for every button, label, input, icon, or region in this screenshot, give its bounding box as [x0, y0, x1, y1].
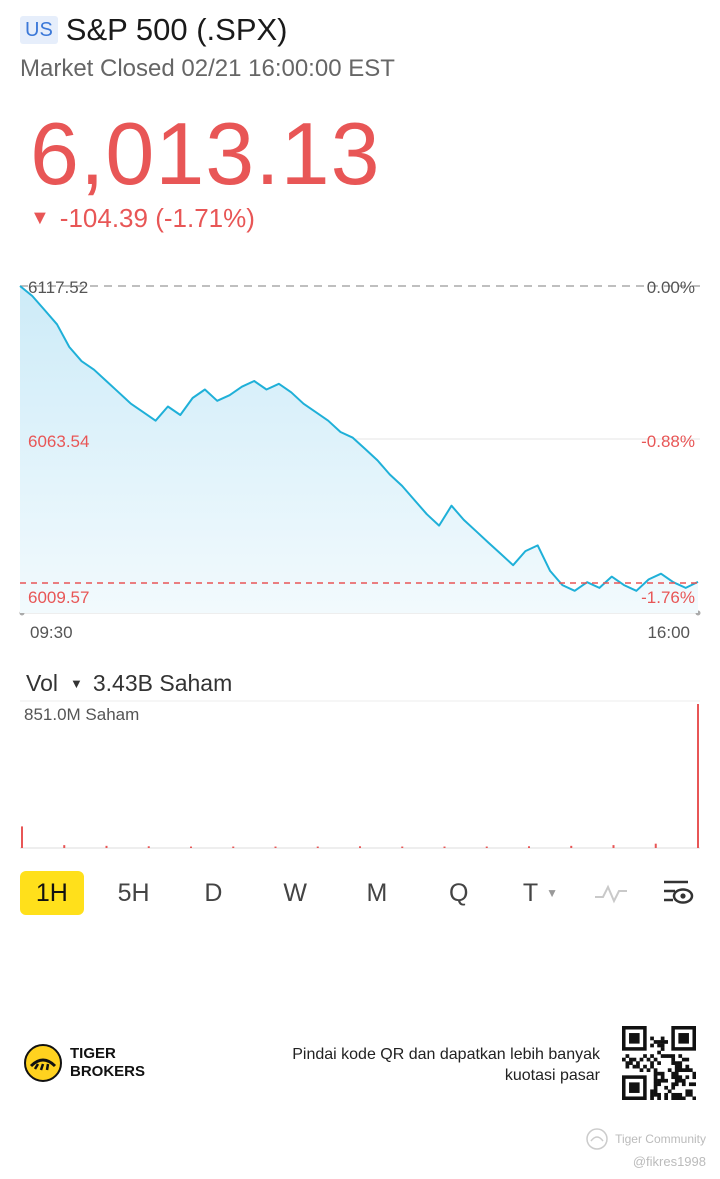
y-label-high: 6117.52 — [28, 278, 88, 297]
volume-chart: 851.0M Saham — [20, 700, 700, 849]
caret-down-icon: ▼ — [546, 886, 559, 900]
y-label-low: 6009.57 — [28, 588, 89, 607]
volume-bar — [359, 846, 361, 848]
watermark-community-text: Tiger Community — [615, 1132, 706, 1146]
volume-bar — [443, 846, 446, 848]
volume-bar — [485, 846, 488, 848]
volume-selector[interactable]: Vol ▼ 3.43B Saham — [26, 668, 232, 698]
watermark-user: @fikres1998 — [632, 1154, 706, 1169]
line-style-icon[interactable] — [586, 871, 636, 915]
volume-label: Vol — [26, 669, 58, 696]
tab-5h[interactable]: 5H — [117, 878, 150, 907]
volume-bar — [654, 843, 657, 848]
header: US S&P 500 (.SPX) Market Closed 02/21 16… — [20, 10, 700, 84]
pct-label-mid: -0.88% — [641, 432, 695, 451]
price-change-value: -104.39 (-1.71%) — [59, 202, 255, 233]
chart-settings-icon[interactable] — [656, 871, 700, 915]
caret-down-icon: ▼ — [69, 675, 83, 691]
price-area — [20, 286, 698, 613]
price-change: ▼ -104.39 (-1.71%) — [30, 200, 255, 236]
qr-code — [622, 1026, 696, 1100]
tab-d[interactable]: D — [204, 878, 223, 907]
footer: TIGER BROKERS Pindai kode QR dan dapatka… — [24, 1026, 696, 1101]
intraday-chart[interactable]: 6117.52 6063.54 6009.57 0.00% -0.88% -1.… — [0, 270, 720, 650]
volume-bar — [697, 704, 699, 848]
volume-bar — [316, 846, 319, 848]
watermark-community: Tiger Community — [585, 1126, 706, 1152]
last-price: 6,013.13 — [30, 104, 381, 203]
volume-bar — [63, 845, 66, 848]
volume-bar — [147, 846, 150, 848]
volume-max-label: 851.0M Saham — [24, 705, 139, 724]
x-label-end: 16:00 — [647, 623, 690, 642]
brand-name-line2: BROKERS — [70, 1063, 146, 1080]
tiger-community-icon — [586, 1128, 608, 1150]
market-status: Market Closed 02/21 16:00:00 EST — [20, 55, 395, 82]
tab-1h[interactable]: 1H — [20, 871, 84, 915]
volume-bar — [105, 845, 108, 848]
volume-bar — [274, 846, 277, 848]
volume-bar — [570, 845, 573, 848]
volume-total: 3.43B Saham — [92, 669, 233, 696]
volume-bar — [612, 845, 615, 848]
qr-caption: Pindai kode QR dan dapatkan lebih banyak… — [292, 1046, 600, 1084]
volume-bars — [21, 704, 699, 848]
brand-name-line1: TIGER — [70, 1045, 116, 1062]
title-row: US S&P 500 (.SPX) — [20, 10, 700, 50]
volume-bar — [21, 826, 23, 848]
volume-bar — [528, 846, 530, 848]
tab-t-label: T — [522, 878, 539, 907]
tab-m[interactable]: M — [366, 878, 388, 907]
down-arrow-icon: ▼ — [30, 206, 50, 229]
tab-w[interactable]: W — [283, 878, 307, 907]
page-title: S&P 500 (.SPX) — [65, 12, 288, 47]
brand-logo: TIGER BROKERS — [24, 1044, 145, 1082]
tiger-logo-icon — [24, 1044, 62, 1082]
pct-label-high: 0.00% — [647, 278, 695, 297]
period-tabs: 1H 5H D W M Q T ▼ — [20, 871, 700, 915]
tab-q[interactable]: Q — [448, 878, 469, 907]
tab-t[interactable]: T ▼ — [501, 871, 581, 915]
watermark: Tiger Community @fikres1998 — [585, 1126, 706, 1169]
volume-bar — [401, 846, 404, 848]
y-label-mid: 6063.54 — [28, 432, 89, 451]
x-label-start: 09:30 — [30, 623, 73, 642]
market-badge: US — [20, 16, 58, 44]
volume-bar — [190, 846, 192, 848]
pct-label-low: -1.76% — [641, 588, 695, 607]
volume-bar — [232, 846, 235, 848]
